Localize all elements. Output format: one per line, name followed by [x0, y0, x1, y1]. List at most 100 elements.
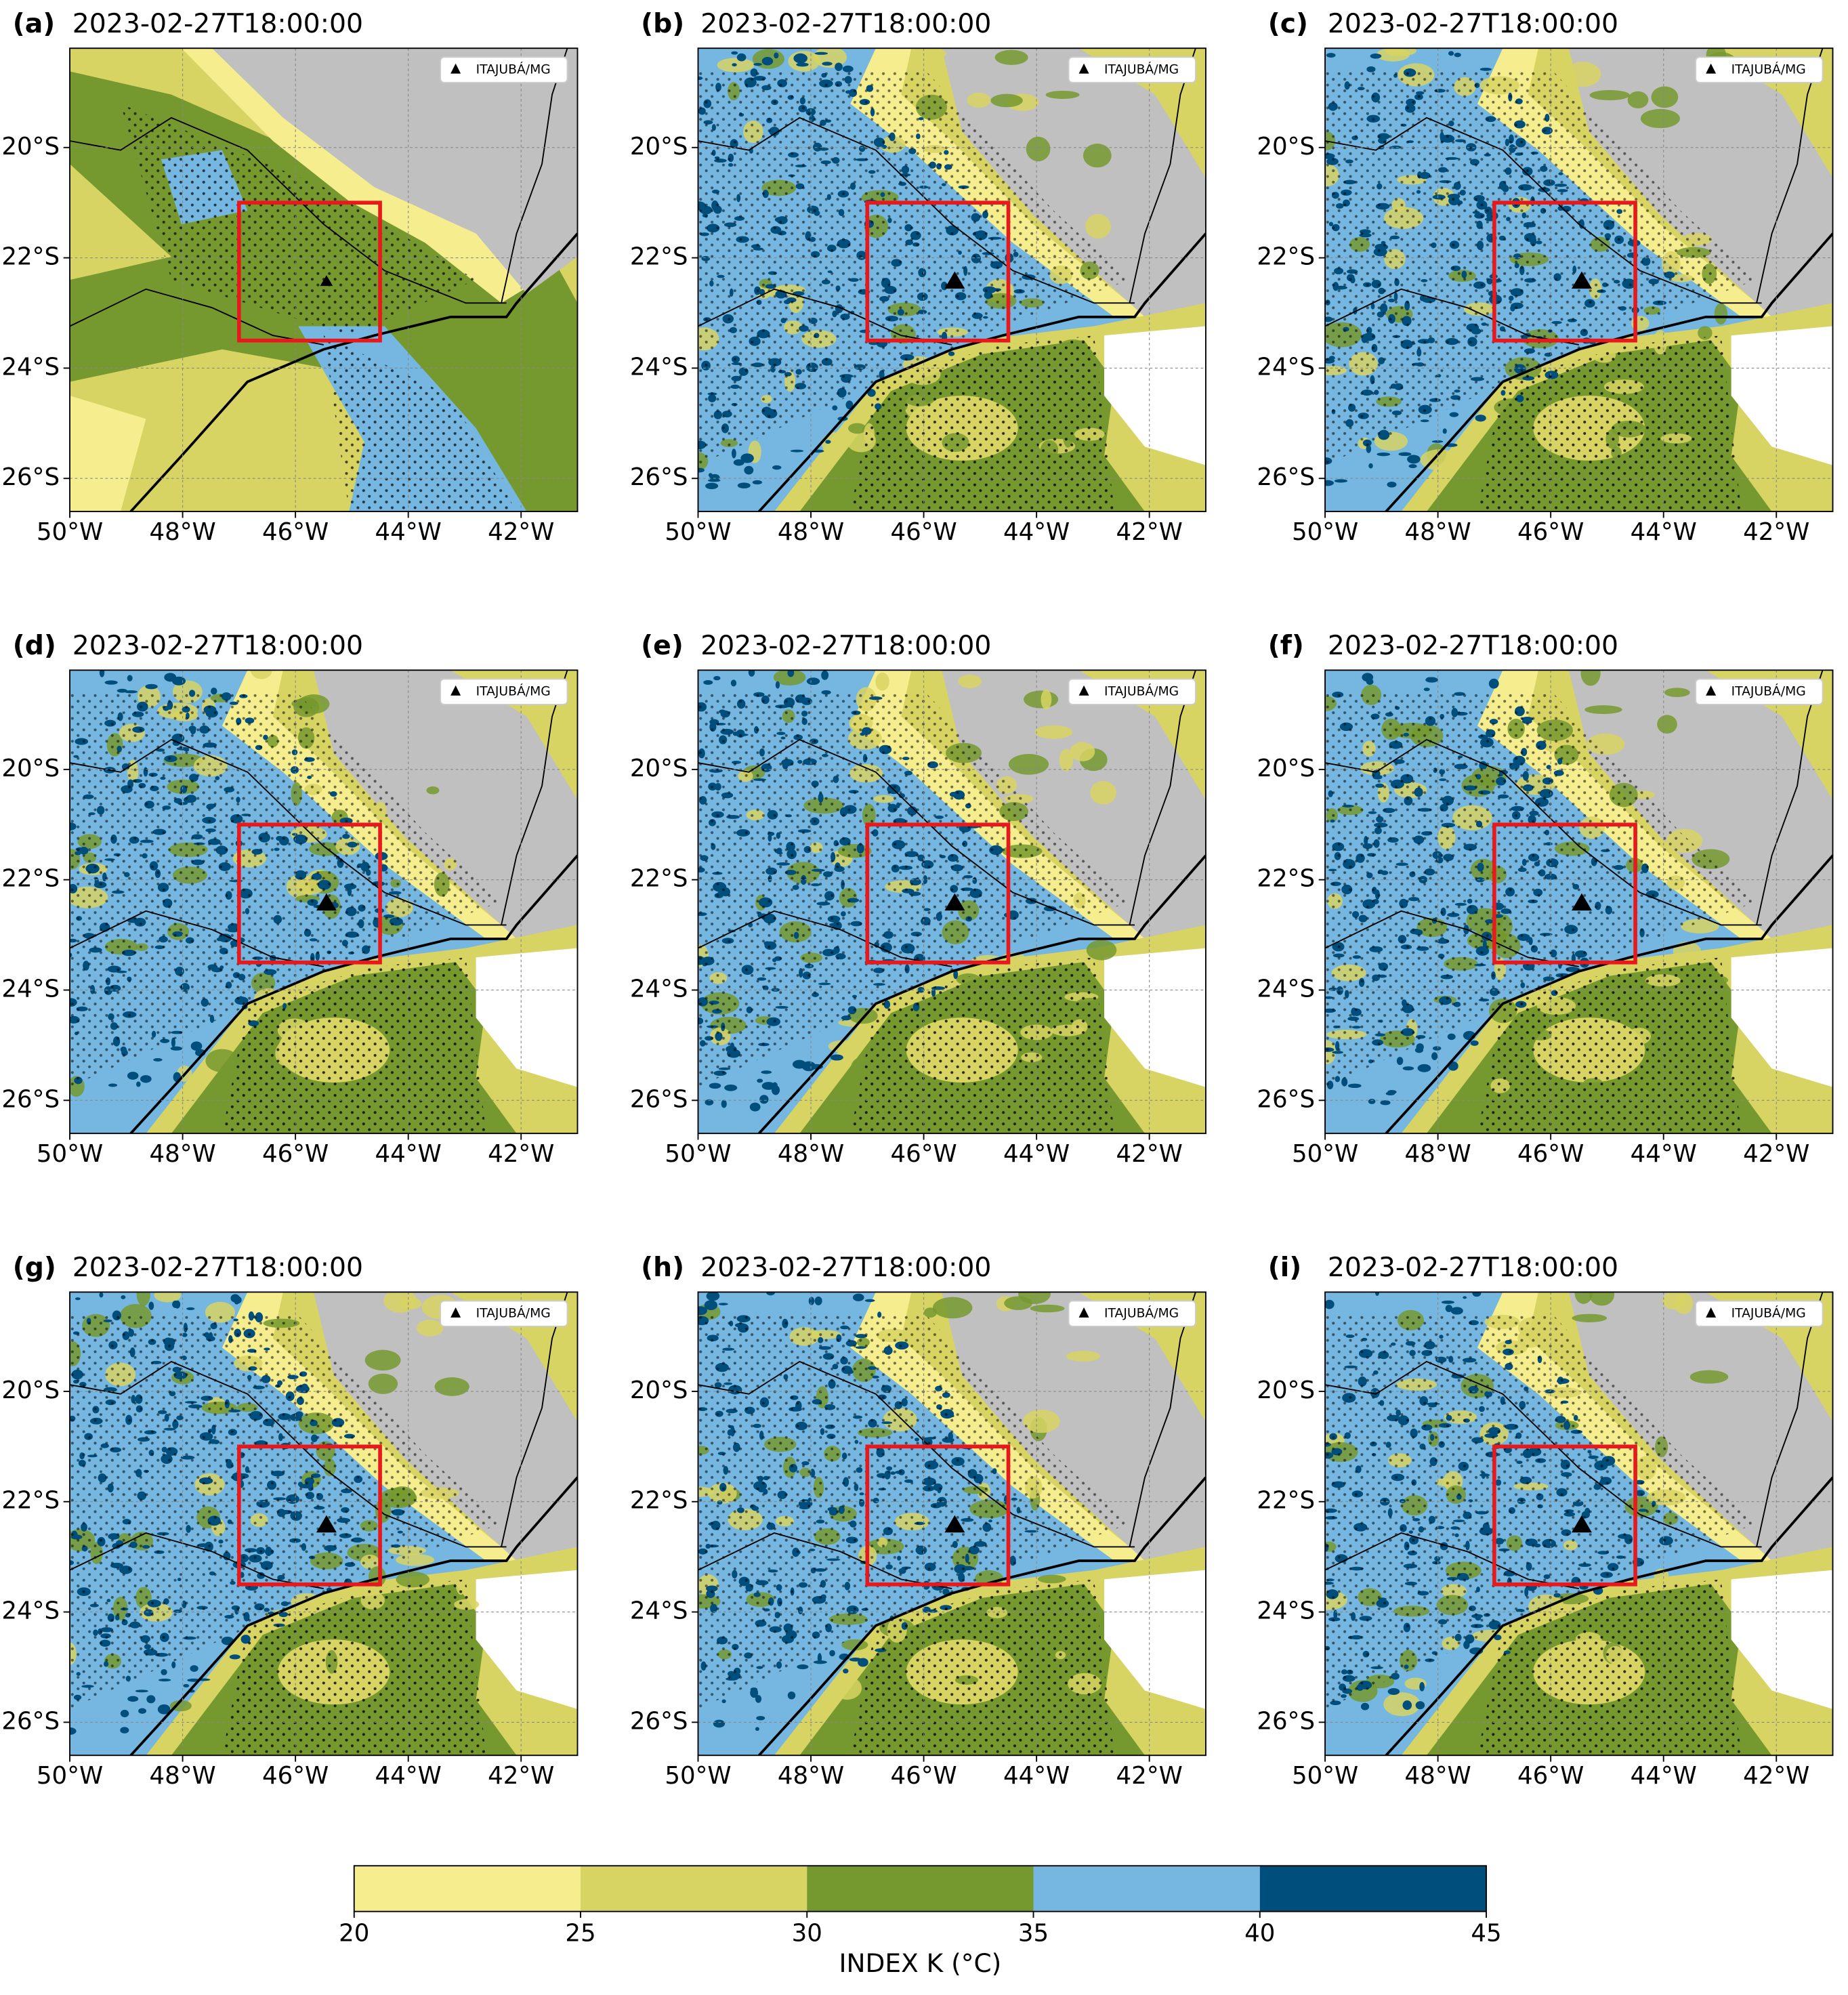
- coastline: [758, 1476, 1206, 1756]
- field: [136, 1292, 150, 1306]
- legend-label: ITAJUBÁ/MG: [476, 684, 551, 699]
- x-tick-label: 50°W: [1292, 1762, 1358, 1790]
- panel-label: (h): [641, 1252, 684, 1283]
- y-tick-label: 22°S: [630, 865, 688, 893]
- border: [70, 288, 324, 345]
- field: [169, 1700, 192, 1712]
- field: [698, 1306, 707, 1316]
- field: [761, 57, 774, 66]
- station-marker: [944, 893, 965, 911]
- stipple: [70, 1315, 502, 1709]
- x-tick-label: 50°W: [665, 1140, 731, 1168]
- field: [1387, 1089, 1397, 1095]
- field: [705, 1099, 714, 1106]
- field: [136, 1081, 141, 1087]
- field: [721, 1099, 727, 1108]
- field: [801, 1061, 816, 1072]
- map-frame: [697, 1291, 1206, 1757]
- stipple: [120, 104, 476, 336]
- field: [1085, 213, 1111, 239]
- field: [709, 1083, 721, 1089]
- field: [1442, 428, 1447, 434]
- field: [967, 92, 991, 108]
- station-marker: [320, 275, 333, 287]
- map-panel: ITAJUBÁ/MG: [1325, 670, 1833, 1134]
- field: [813, 1660, 827, 1664]
- land-no-data: [211, 48, 578, 294]
- field: [1370, 54, 1382, 59]
- panel-label: (d): [13, 630, 56, 661]
- field: [822, 432, 849, 455]
- x-tick-label: 44°W: [1003, 1762, 1070, 1790]
- field: [396, 1571, 429, 1588]
- field: [120, 1727, 129, 1734]
- x-tick-label: 46°W: [890, 1762, 957, 1790]
- border: [698, 117, 1135, 304]
- field: [772, 465, 782, 470]
- y-tick-label: 26°S: [1, 1085, 60, 1113]
- x-tick-label: 46°W: [890, 518, 957, 546]
- colorbar-tick-label: 35: [1018, 1919, 1049, 1947]
- y-tick-label: 24°S: [1, 353, 60, 381]
- field: [1494, 1635, 1502, 1641]
- field: [1004, 1296, 1033, 1310]
- field: [1640, 108, 1680, 129]
- field: [703, 679, 713, 685]
- y-tick-label: 26°S: [1257, 1707, 1315, 1735]
- field: [713, 675, 721, 681]
- colorbar-label: INDEX K (°C): [839, 1948, 1001, 1978]
- field: [750, 1687, 759, 1698]
- y-tick-label: 20°S: [1257, 1377, 1315, 1404]
- x-tick-label: 50°W: [37, 518, 103, 546]
- legend-label: ITAJUBÁ/MG: [476, 62, 551, 77]
- study-region: [865, 822, 1011, 965]
- study-region: [1492, 1444, 1637, 1587]
- border: [70, 117, 507, 304]
- field: [1572, 1314, 1608, 1322]
- field: [1433, 1046, 1442, 1051]
- map-frame: [69, 669, 579, 1135]
- field: [830, 1054, 843, 1061]
- stipple: [1477, 1579, 1742, 1756]
- field: [234, 1299, 239, 1305]
- y-tick-label: 20°S: [630, 133, 688, 161]
- x-tick-label: 50°W: [1292, 518, 1358, 546]
- field: [70, 396, 146, 512]
- field: [761, 1070, 772, 1074]
- map-frame: [697, 47, 1206, 513]
- map-panel: ITAJUBÁ/MG: [70, 670, 578, 1134]
- field: [364, 1349, 401, 1371]
- map-panel: ITAJUBÁ/MG: [70, 1292, 578, 1756]
- field: [157, 1704, 171, 1715]
- field: [1104, 1570, 1206, 1709]
- legend-label: ITAJUBÁ/MG: [1731, 684, 1806, 699]
- field: [1398, 452, 1412, 457]
- study-region: [237, 822, 382, 965]
- field: [1326, 53, 1336, 58]
- field: [842, 65, 854, 72]
- stipple: [1477, 335, 1742, 512]
- legend: [1068, 1300, 1196, 1327]
- field: [755, 1695, 762, 1703]
- field: [1448, 51, 1454, 56]
- map-frame: [69, 47, 579, 513]
- field: [706, 1292, 720, 1301]
- study-region: [1492, 822, 1637, 965]
- field: [1045, 90, 1080, 99]
- field: [1698, 326, 1713, 340]
- x-tick-label: 42°W: [1116, 1140, 1183, 1168]
- field: [730, 679, 737, 687]
- field: [1374, 1292, 1380, 1297]
- legend: [1695, 1300, 1824, 1327]
- legend-label: ITAJUBÁ/MG: [1104, 1305, 1179, 1321]
- legend-marker: [450, 63, 461, 74]
- border: [698, 1360, 1135, 1548]
- y-tick-label: 26°S: [1, 1707, 60, 1735]
- field: [1472, 1292, 1482, 1297]
- panel-time: 2023-02-27T18:00:00: [72, 1252, 363, 1283]
- field: [104, 680, 118, 685]
- x-tick-label: 50°W: [37, 1140, 103, 1168]
- panel-label: (c): [1268, 8, 1308, 39]
- y-tick-label: 22°S: [1257, 1487, 1315, 1515]
- field: [1347, 1083, 1362, 1089]
